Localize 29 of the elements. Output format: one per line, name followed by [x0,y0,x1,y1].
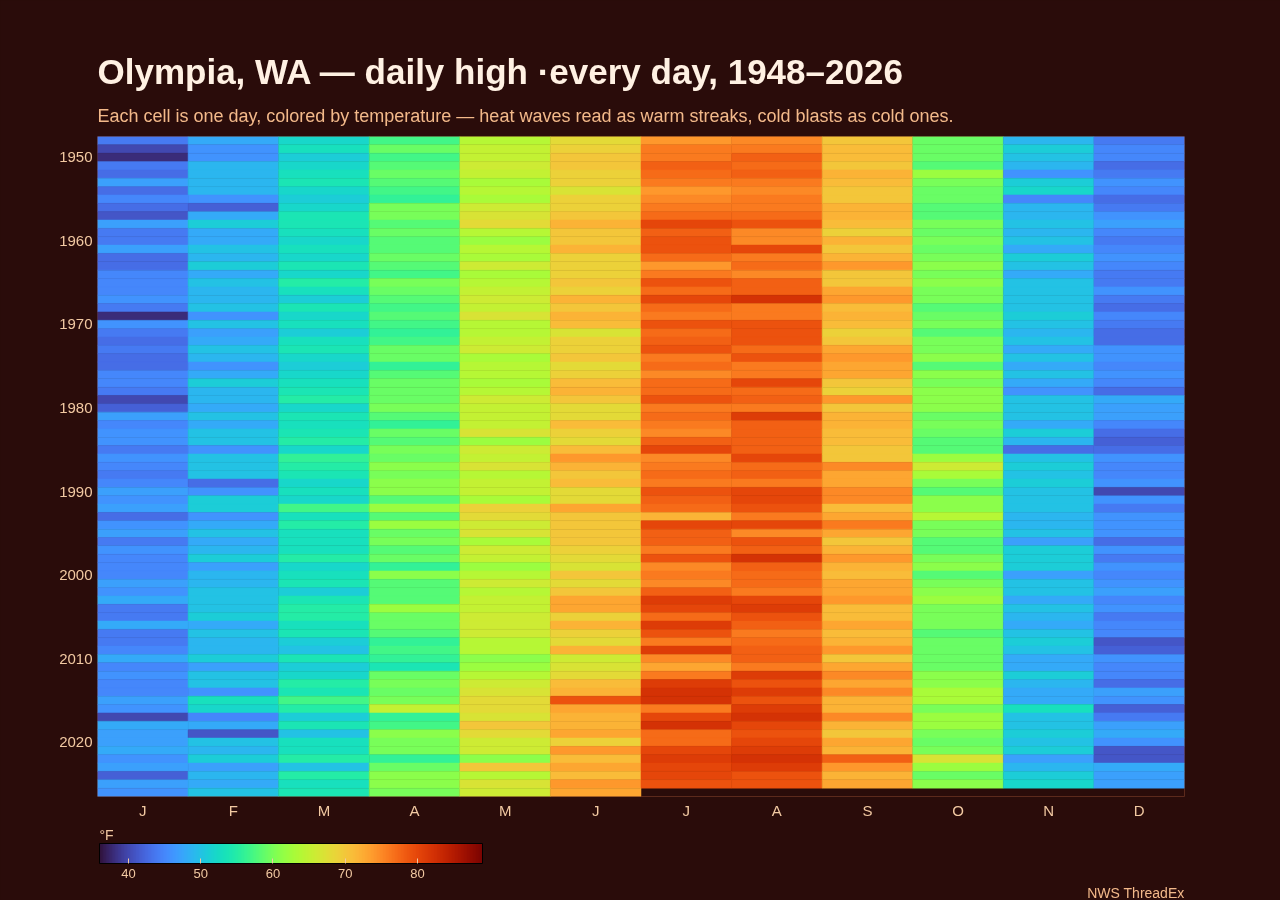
x-tick-label: S [862,801,873,819]
x-tick-label: M [317,801,331,819]
y-tick-label: 1980 [59,399,93,417]
y-tick-label: 1960 [59,231,93,249]
text: NWS ThreadEx [1087,884,1185,900]
y-tick-label: 1950 [59,148,93,166]
x-tick-label: J [682,801,691,819]
chart-title: Olympia, WA — daily high ·every day, 1948–2026 [97,51,903,91]
y-tick-label: 2020 [59,733,93,751]
x-tick-label: J [591,801,600,819]
x-tick-label: N [1043,801,1055,819]
x-tick-label: J [139,801,147,819]
color-bar-label: 70 [337,865,353,881]
y-tick-label: 1990 [59,482,93,500]
color-bar-title: °F [99,826,114,843]
y-tick-label: 2000 [59,566,93,584]
color-bar-label: 40 [121,865,136,881]
x-tick-label: A [409,801,420,819]
x-tick-label: D [1133,801,1145,819]
x-tick-label: O [952,801,964,819]
color-bar-label: 80 [410,865,425,881]
chart-subtitle: Each cell is one day, colored by temperature — heat waves read as warm streaks, cold blasts as cold ones. [97,105,954,126]
color-bar-label: 50 [193,865,208,881]
x-tick-label: F [228,801,238,819]
x-tick-label: A [771,801,782,819]
x-tick-label: M [498,801,512,819]
y-tick-label: 2010 [59,649,93,667]
color-bar-label: 60 [265,865,281,881]
y-tick-label: 1970 [59,315,93,333]
